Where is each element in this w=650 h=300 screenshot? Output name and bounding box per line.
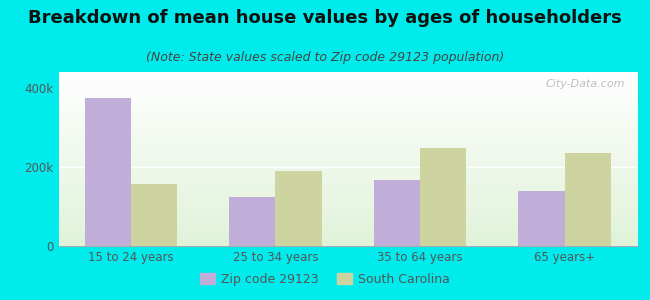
Legend: Zip code 29123, South Carolina: Zip code 29123, South Carolina bbox=[194, 268, 456, 291]
Bar bbox=[229, 196, 276, 246]
Bar bbox=[131, 184, 177, 246]
Text: City-Data.com: City-Data.com bbox=[546, 79, 625, 89]
Bar bbox=[84, 98, 131, 246]
Text: Breakdown of mean house values by ages of householders: Breakdown of mean house values by ages o… bbox=[28, 9, 622, 27]
Bar bbox=[565, 153, 611, 246]
Bar bbox=[420, 148, 466, 246]
Bar bbox=[519, 190, 565, 246]
Bar bbox=[374, 180, 420, 246]
Bar bbox=[276, 171, 322, 246]
Text: (Note: State values scaled to Zip code 29123 population): (Note: State values scaled to Zip code 2… bbox=[146, 51, 504, 64]
